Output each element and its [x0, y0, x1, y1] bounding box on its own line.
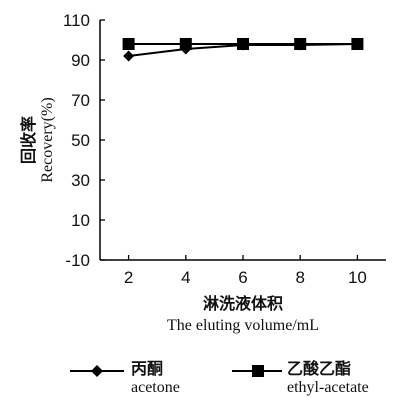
- x-tick-label: 10: [348, 268, 367, 287]
- data-point-ethyl-acetate: [294, 38, 307, 50]
- y-tick-label: -10: [65, 251, 90, 270]
- x-tick-label: 2: [124, 268, 133, 287]
- legend-label-ethyl-acetate-en: ethyl-acetate: [287, 379, 369, 396]
- x-axis-title-en: The eluting volume/mL: [167, 317, 319, 334]
- y-axis-title-en: Recovery(%): [39, 97, 56, 182]
- y-tick-label: 70: [71, 91, 90, 110]
- data-point-acetone: [123, 50, 135, 62]
- y-tick-label: 110: [63, 11, 90, 30]
- data-point-ethyl-acetate: [351, 38, 364, 50]
- y-axis-title: 回收率 Recovery(%): [19, 97, 56, 182]
- y-tick-label: 50: [71, 131, 90, 150]
- x-tick-label: 8: [295, 268, 304, 287]
- legend-marker-diamond: [91, 365, 103, 377]
- y-axis-title-cn: 回收率: [19, 116, 38, 164]
- y-tick-label: 90: [71, 51, 90, 70]
- series-layer: [122, 38, 364, 62]
- data-point-ethyl-acetate: [122, 38, 135, 50]
- x-ticks: 2 4 6 8 10: [124, 255, 367, 287]
- x-tick-label: 4: [181, 268, 190, 287]
- legend: 丙酮 acetone 乙酸乙酯 ethyl-acetate: [70, 359, 369, 396]
- data-point-ethyl-acetate: [237, 38, 249, 50]
- legend-label-acetone-cn: 丙酮: [131, 359, 163, 378]
- legend-label-acetone-en: acetone: [131, 379, 180, 396]
- x-tick-label: 6: [238, 268, 247, 287]
- legend-marker-square: [252, 365, 264, 377]
- legend-item-ethyl-acetate: 乙酸乙酯 ethyl-acetate: [232, 359, 369, 396]
- x-axis-title-cn: 淋洗液体积: [203, 294, 283, 313]
- legend-item-acetone: 丙酮 acetone: [70, 359, 180, 396]
- y-tick-label: 10: [71, 211, 90, 230]
- legend-label-ethyl-acetate-cn: 乙酸乙酯: [287, 359, 351, 378]
- y-ticks: -10 10 30 50 70 90 110: [63, 11, 105, 270]
- y-tick-label: 30: [71, 171, 90, 190]
- data-point-ethyl-acetate: [179, 38, 192, 50]
